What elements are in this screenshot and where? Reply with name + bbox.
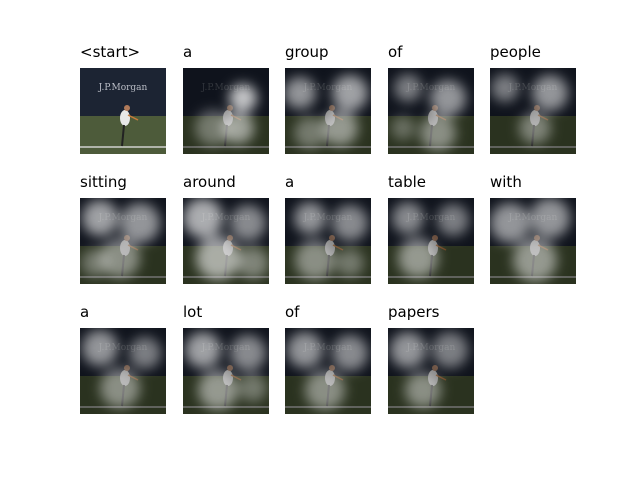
tennis-player: [120, 105, 139, 147]
sponsor-banner: J.P.Morgan: [406, 213, 456, 223]
attention-overlay: [285, 75, 368, 149]
thumbnail-image: J.P.Morgan: [285, 198, 371, 284]
sponsor-banner: J.P.Morgan: [303, 343, 353, 353]
sponsor-banner: J.P.Morgan: [98, 83, 148, 93]
attention-overlay: [183, 198, 269, 280]
attention-map: J.P.Morgan: [183, 68, 269, 154]
caption-word: with: [490, 173, 522, 191]
sponsor-banner: J.P.Morgan: [201, 343, 251, 353]
caption-word: lot: [183, 303, 203, 321]
attention-cell: a J.P.Morgan: [183, 42, 269, 154]
thumbnail-image: J.P.Morgan: [490, 68, 576, 154]
thumbnail-image: J.P.Morgan: [80, 68, 166, 154]
caption-word: a: [285, 173, 295, 191]
attention-map: J.P.Morgan: [285, 198, 371, 284]
attention-map: J.P.Morgan: [388, 198, 474, 284]
attention-overlay: [185, 332, 267, 410]
caption-word: of: [388, 43, 403, 61]
caption-word: table: [388, 173, 426, 191]
thumbnail-image: J.P.Morgan: [490, 198, 576, 284]
attention-cell: table J.P.Morgan: [388, 172, 474, 284]
attention-map: J.P.Morgan: [183, 328, 269, 414]
thumbnail-image: J.P.Morgan: [285, 68, 371, 154]
baseline-line: [285, 146, 371, 148]
caption-word: <start>: [80, 43, 141, 61]
baseline-line: [183, 146, 269, 148]
caption-word: sitting: [80, 173, 127, 191]
attention-cell: of J.P.Morgan: [388, 42, 474, 154]
thumbnail-image: J.P.Morgan: [388, 68, 474, 154]
thumbnail-image: J.P.Morgan: [388, 198, 474, 284]
thumbnail-image: J.P.Morgan: [183, 328, 269, 414]
thumbnail-image: J.P.Morgan: [183, 68, 269, 154]
sponsor-banner: J.P.Morgan: [508, 83, 558, 93]
attention-cell: of J.P.Morgan: [285, 302, 371, 414]
attention-map: J.P.Morgan: [80, 328, 166, 414]
attention-cell: people J.P.Morgan: [490, 42, 576, 154]
attention-cell: group J.P.Morgan: [285, 42, 371, 154]
attention-map: J.P.Morgan: [285, 328, 371, 414]
thumbnail-image: J.P.Morgan: [80, 328, 166, 414]
attention-cell: around J.P.Morgan: [183, 172, 269, 284]
attention-shade: [183, 68, 269, 154]
baseline-line: [80, 146, 166, 148]
attention-cell: sitting J.P.Morgan: [80, 172, 166, 284]
attention-cell: lot J.P.Morgan: [183, 302, 269, 414]
attention-cell: with J.P.Morgan: [490, 172, 576, 284]
attention-map: J.P.Morgan: [388, 328, 474, 414]
caption-word: a: [80, 303, 90, 321]
attention-map: J.P.Morgan: [388, 68, 474, 154]
attention-overlay: [195, 84, 257, 146]
caption-word: of: [285, 303, 300, 321]
attention-map: J.P.Morgan: [490, 198, 576, 284]
sponsor-banner: J.P.Morgan: [303, 83, 353, 93]
attention-overlay: [490, 198, 570, 282]
attention-overlay: [391, 74, 466, 151]
attention-overlay: [287, 332, 368, 410]
sponsor-banner: J.P.Morgan: [406, 83, 456, 93]
attention-cell: <start> J.P.Morgan: [80, 42, 166, 154]
sponsor-banner: J.P.Morgan: [201, 83, 251, 93]
sponsor-banner: J.P.Morgan: [406, 343, 456, 353]
sponsor-banner: J.P.Morgan: [303, 213, 353, 223]
attention-overlay: [294, 202, 368, 280]
attention-map: J.P.Morgan: [80, 198, 166, 284]
thumbnail-image: J.P.Morgan: [388, 328, 474, 414]
baseline-line: [388, 276, 474, 278]
caption-word: papers: [388, 303, 440, 321]
attention-cell: a J.P.Morgan: [80, 302, 166, 414]
attention-map: J.P.Morgan: [490, 68, 576, 154]
caption-word: around: [183, 173, 236, 191]
thumbnail-image: J.P.Morgan: [183, 198, 269, 284]
sponsor-banner: J.P.Morgan: [98, 343, 148, 353]
attention-cell: papers J.P.Morgan: [388, 302, 474, 414]
caption-word: group: [285, 43, 329, 61]
baseline-line: [490, 146, 576, 148]
caption-word: a: [183, 43, 193, 61]
baseline-line: [388, 406, 474, 408]
stands-area: [80, 68, 166, 116]
baseline-line: [285, 276, 371, 278]
attention-map: J.P.Morgan: [285, 68, 371, 154]
attention-overlay: [81, 200, 160, 278]
attention-overlay: [390, 332, 468, 408]
attention-overlay: [392, 202, 469, 278]
attention-overlay: [491, 74, 568, 144]
original-photo: J.P.Morgan: [80, 68, 166, 154]
attention-overlay: [82, 330, 161, 408]
thumbnail-image: J.P.Morgan: [285, 328, 371, 414]
attention-cell: a J.P.Morgan: [285, 172, 371, 284]
sponsor-banner: J.P.Morgan: [201, 213, 251, 223]
attention-map: J.P.Morgan: [183, 198, 269, 284]
caption-word: people: [490, 43, 541, 61]
thumbnail-image: J.P.Morgan: [80, 198, 166, 284]
